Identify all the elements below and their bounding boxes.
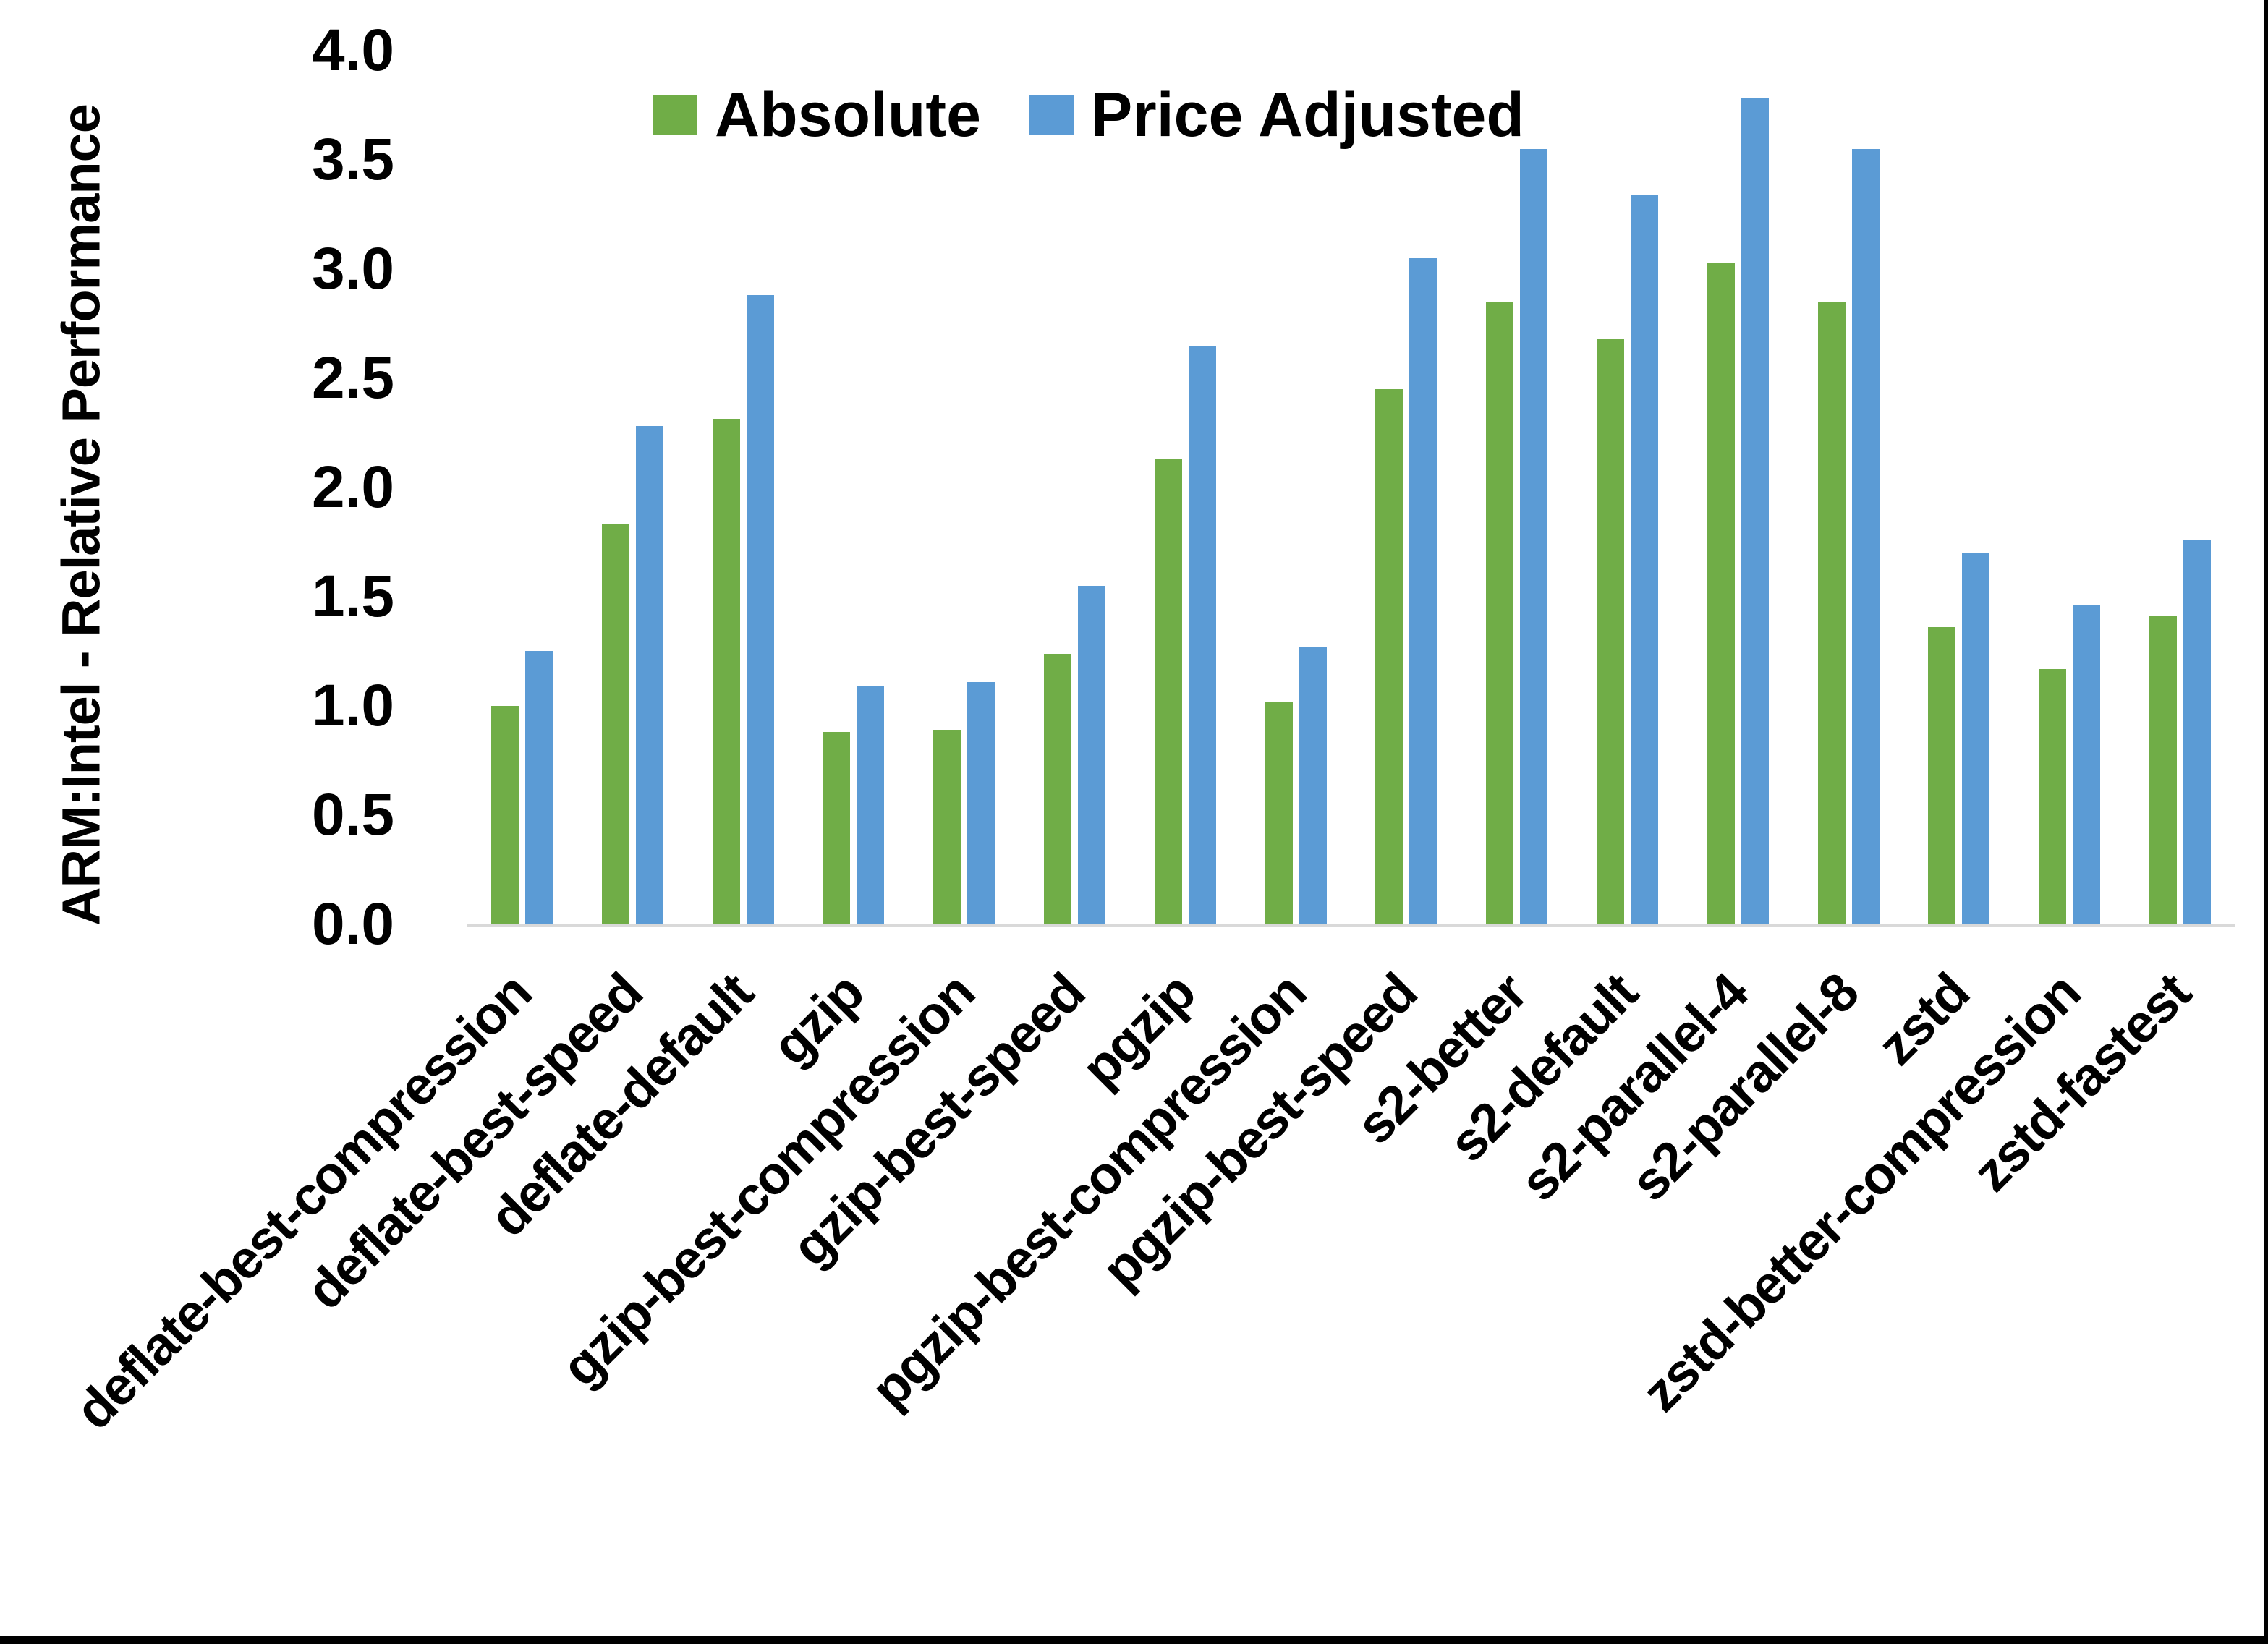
x-axis-line	[467, 924, 2235, 927]
bar-price-adjusted-gzip	[857, 686, 884, 924]
bar-absolute-zstd	[1928, 627, 1955, 924]
bar-absolute-deflate-default	[713, 419, 740, 924]
bar-price-adjusted-zstd	[1962, 553, 1989, 924]
bar-price-adjusted-deflate-best-compression	[525, 651, 553, 924]
legend-item-price-adjusted: Price Adjusted	[1028, 80, 1524, 150]
bar-price-adjusted-deflate-default	[747, 295, 774, 924]
bar-price-adjusted-zstd-fastest	[2183, 540, 2211, 924]
bar-absolute-gzip	[823, 732, 850, 924]
bar-price-adjusted-pgzip-best-speed	[1409, 258, 1437, 924]
bar-absolute-s2-parallel-4	[1707, 263, 1735, 924]
legend-label-price-adjusted: Price Adjusted	[1090, 80, 1524, 150]
y-tick-1.0: 1.0	[312, 673, 394, 738]
legend-swatch-price-adjusted	[1028, 95, 1074, 135]
x-axis-label-deflate-best-compression: deflate-best-compression	[64, 962, 543, 1441]
bar-price-adjusted-s2-parallel-8	[1852, 149, 1880, 924]
y-axis-title: ARM:Intel - Relative Performance	[51, 104, 111, 926]
bar-absolute-s2-parallel-8	[1818, 302, 1846, 924]
bar-absolute-zstd-fastest	[2149, 616, 2177, 924]
y-tick-3.0: 3.0	[312, 236, 394, 302]
bar-price-adjusted-s2-default	[1631, 195, 1658, 924]
bar-absolute-pgzip-best-compression	[1265, 702, 1293, 924]
y-tick-4.0: 4.0	[312, 17, 394, 83]
bar-absolute-zstd-better-compression	[2039, 669, 2066, 924]
plot-area	[467, 51, 2235, 924]
legend-swatch-absolute	[653, 95, 697, 135]
bar-absolute-deflate-best-compression	[491, 706, 519, 924]
bar-price-adjusted-gzip-best-compression	[967, 682, 995, 924]
y-tick-2.0: 2.0	[312, 454, 394, 520]
page-bottom-bar	[0, 1636, 2268, 1644]
bar-price-adjusted-s2-better	[1520, 149, 1547, 924]
y-tick-0.5: 0.5	[312, 782, 394, 848]
bar-absolute-deflate-best-speed	[602, 524, 629, 924]
y-tick-3.5: 3.5	[312, 127, 394, 192]
y-tick-0.0: 0.0	[312, 891, 394, 957]
bar-price-adjusted-pgzip	[1189, 346, 1216, 924]
legend: Absolute Price Adjusted	[653, 84, 1524, 146]
y-tick-1.5: 1.5	[312, 563, 394, 629]
legend-item-absolute: Absolute	[653, 84, 981, 146]
page-right-edge	[2264, 0, 2268, 1644]
bar-absolute-pgzip	[1155, 459, 1182, 924]
bar-price-adjusted-pgzip-best-compression	[1299, 647, 1327, 924]
bar-absolute-s2-default	[1597, 339, 1624, 924]
bar-absolute-s2-better	[1486, 302, 1513, 924]
bar-absolute-gzip-best-compression	[933, 730, 961, 924]
bar-absolute-gzip-best-speed	[1044, 654, 1071, 924]
bar-price-adjusted-s2-parallel-4	[1741, 98, 1769, 924]
y-tick-2.5: 2.5	[312, 345, 394, 411]
bar-absolute-pgzip-best-speed	[1375, 389, 1403, 924]
bar-price-adjusted-gzip-best-speed	[1078, 586, 1105, 924]
legend-label-absolute: Absolute	[715, 80, 981, 150]
bar-price-adjusted-deflate-best-speed	[636, 426, 663, 924]
bar-price-adjusted-zstd-better-compression	[2073, 605, 2100, 924]
